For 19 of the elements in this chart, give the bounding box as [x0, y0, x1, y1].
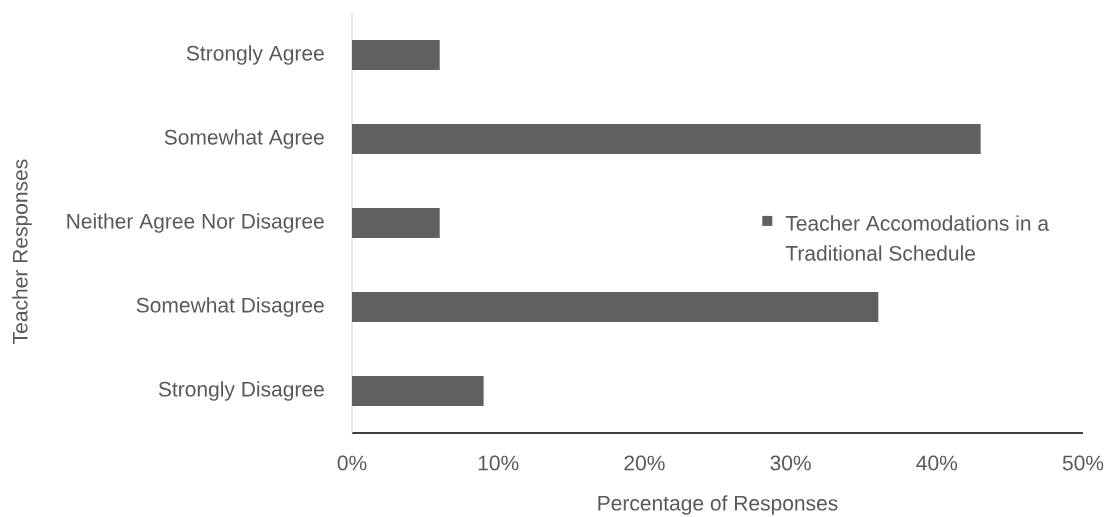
y-tick-label: Strongly Agree [186, 45, 324, 65]
x-tick-label: 10% [478, 455, 519, 471]
bar [352, 123, 981, 154]
x-tick-label: 30% [770, 455, 811, 471]
bar [352, 375, 484, 406]
x-tick-label: 40% [916, 455, 958, 471]
x-axis-title: Percentage of Responses [598, 495, 838, 515]
bar [352, 291, 879, 322]
bar [352, 40, 440, 70]
y-tick-label: Somewhat Disagree [136, 297, 324, 317]
y-tick-label: Strongly Disagree [158, 381, 324, 401]
legend-label: Teacher Accomodations in a Traditional Schedule [785, 215, 1050, 261]
bar [352, 207, 440, 238]
x-tick-label: 50% [1062, 455, 1104, 471]
y-axis-title: Teacher Responses [12, 159, 32, 344]
y-tick-label: Somewhat Agree [164, 129, 324, 149]
y-tick-label: Neither Agree Nor Disagree [67, 213, 324, 233]
x-tick-label: 0% [337, 455, 367, 471]
x-tick-label: 20% [624, 455, 665, 471]
